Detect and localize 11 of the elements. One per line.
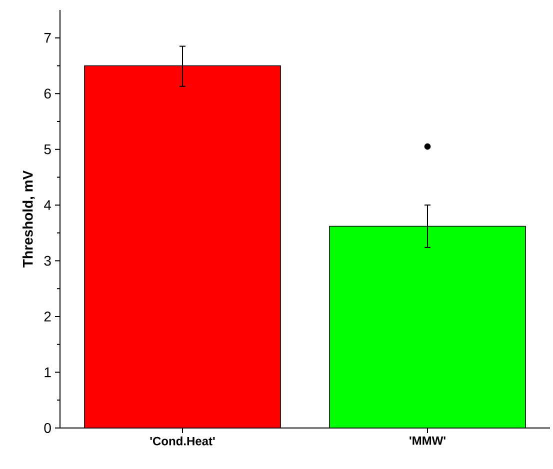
y-tick-label: 1 — [44, 367, 51, 378]
y-tick-label: 5 — [44, 144, 51, 154]
y-tick-label: 4 — [44, 200, 52, 210]
y-tick-label: 2 — [44, 312, 51, 322]
y-tick-label: 6 — [44, 88, 51, 99]
x-tick-label: 'Cond.Heat' — [150, 436, 215, 446]
y-tick-label: 7 — [44, 33, 51, 43]
y-tick-label: 0 — [44, 423, 51, 433]
x-tick-label: 'MMW' — [410, 436, 446, 445]
y-axis-title: Threshold, mV — [22, 170, 35, 268]
y-tick-label: 3 — [44, 256, 51, 266]
